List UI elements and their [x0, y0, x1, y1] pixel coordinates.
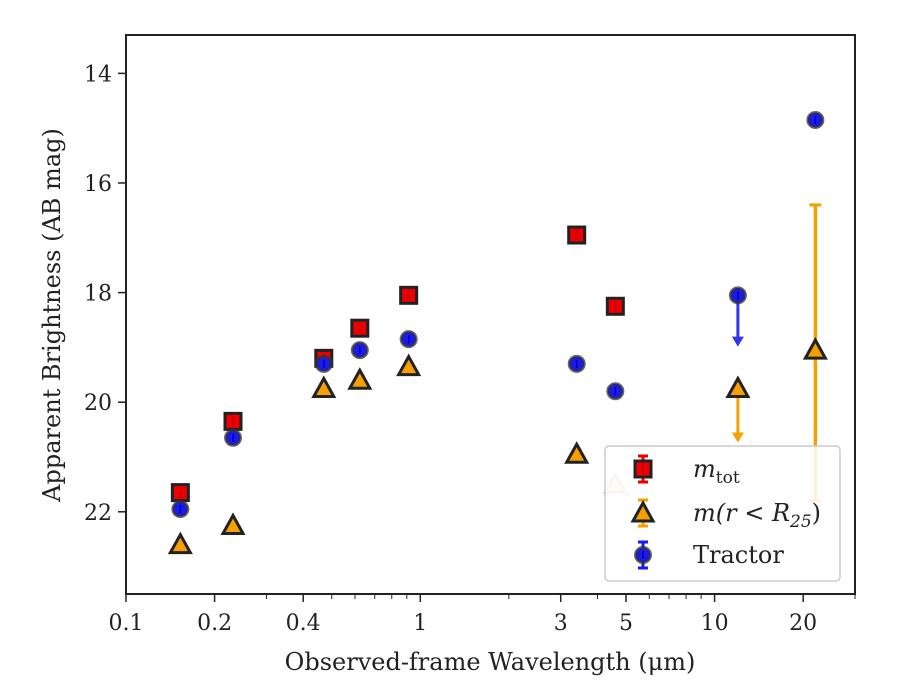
- x-tick-label: 0.2: [197, 611, 232, 636]
- x-tick-label: 1: [413, 611, 427, 636]
- tractor-point: [806, 110, 825, 129]
- legend-marker-square: [633, 459, 653, 479]
- legend-label: mtot: [693, 455, 740, 488]
- mr25-point: [564, 441, 590, 464]
- mr25-point: [802, 337, 828, 360]
- x-tick-label: 0.4: [286, 611, 321, 636]
- y-axis-title: Apparent Brightness (AB mag): [38, 128, 66, 503]
- x-tick-label: 0.1: [109, 611, 144, 636]
- legend-entry: m(r < R25): [630, 498, 821, 532]
- marker-triangle-shape: [802, 337, 828, 360]
- marker-triangle-shape: [396, 353, 422, 377]
- marker-triangle-shape: [725, 375, 751, 398]
- tractor-point: [399, 330, 418, 349]
- x-axis-title: Observed-frame Wavelength (μm): [285, 648, 696, 676]
- x-axis: 0.1 0.2 0.4 1 3 5 10 20: [109, 594, 856, 636]
- plot-area: [167, 110, 828, 555]
- legend-box: [604, 445, 841, 582]
- y-axis: 14 16 18 20 22: [84, 62, 126, 526]
- upper-limit-arrowhead: [731, 432, 744, 443]
- tractor-point: [606, 382, 625, 401]
- legend-label: Tractor: [693, 541, 784, 569]
- marker-triangle-shape: [347, 367, 373, 390]
- marker-triangle-shape: [311, 375, 337, 398]
- marker-triangle-shape: [167, 531, 193, 555]
- mtot-point: [170, 483, 190, 503]
- y-tick-label: 16: [84, 172, 112, 197]
- legend-label-subscript: tot: [716, 468, 740, 488]
- legend: mtot m(r < R25) Tractor: [604, 445, 841, 582]
- plot-frame: [125, 34, 856, 595]
- mr25-point: [347, 367, 373, 390]
- mr25-point: [220, 512, 246, 535]
- mr25-point: [311, 375, 337, 398]
- marker-triangle-shape: [564, 441, 590, 464]
- mr25-point: [725, 375, 751, 398]
- mtot-point: [567, 225, 587, 245]
- tractor-point: [350, 341, 369, 360]
- y-tick-label: 20: [84, 391, 112, 416]
- tractor-point: [567, 354, 586, 373]
- tractor-point: [728, 286, 747, 305]
- legend-label-tail: ): [812, 499, 821, 527]
- mr25-point: [167, 531, 193, 555]
- legend-entry: Tractor: [634, 540, 784, 570]
- legend-marker-triangle: [630, 499, 656, 523]
- marker-triangle-shape: [630, 499, 656, 523]
- mtot-point: [223, 411, 243, 431]
- legend-label-main: m(r < R: [693, 499, 790, 527]
- x-tick-label: 20: [789, 611, 817, 636]
- mr25-point: [396, 353, 422, 377]
- marker-triangle-shape: [220, 512, 246, 535]
- x-tick-label: 10: [701, 611, 729, 636]
- mtot-point: [605, 296, 625, 316]
- y-tick-label: 14: [84, 62, 112, 87]
- legend-marker-circle: [634, 546, 652, 564]
- legend-label-main: Tractor: [693, 541, 784, 569]
- upper-limit-arrowhead: [731, 336, 744, 347]
- mtot-point: [399, 285, 419, 305]
- y-tick-label: 18: [84, 282, 112, 307]
- mtot-point: [350, 318, 370, 338]
- x-tick-label: 5: [619, 611, 633, 636]
- tractor-point: [314, 354, 333, 373]
- x-tick-label: 3: [554, 611, 568, 636]
- legend-label: m(r < R25): [693, 499, 821, 532]
- legend-entry: mtot: [633, 454, 740, 488]
- y-tick-label: 22: [84, 501, 112, 526]
- legend-label-subscript: 25: [789, 512, 812, 532]
- legend-label-main: m: [693, 455, 716, 483]
- tractor-point: [224, 428, 243, 447]
- tractor-point: [171, 500, 190, 519]
